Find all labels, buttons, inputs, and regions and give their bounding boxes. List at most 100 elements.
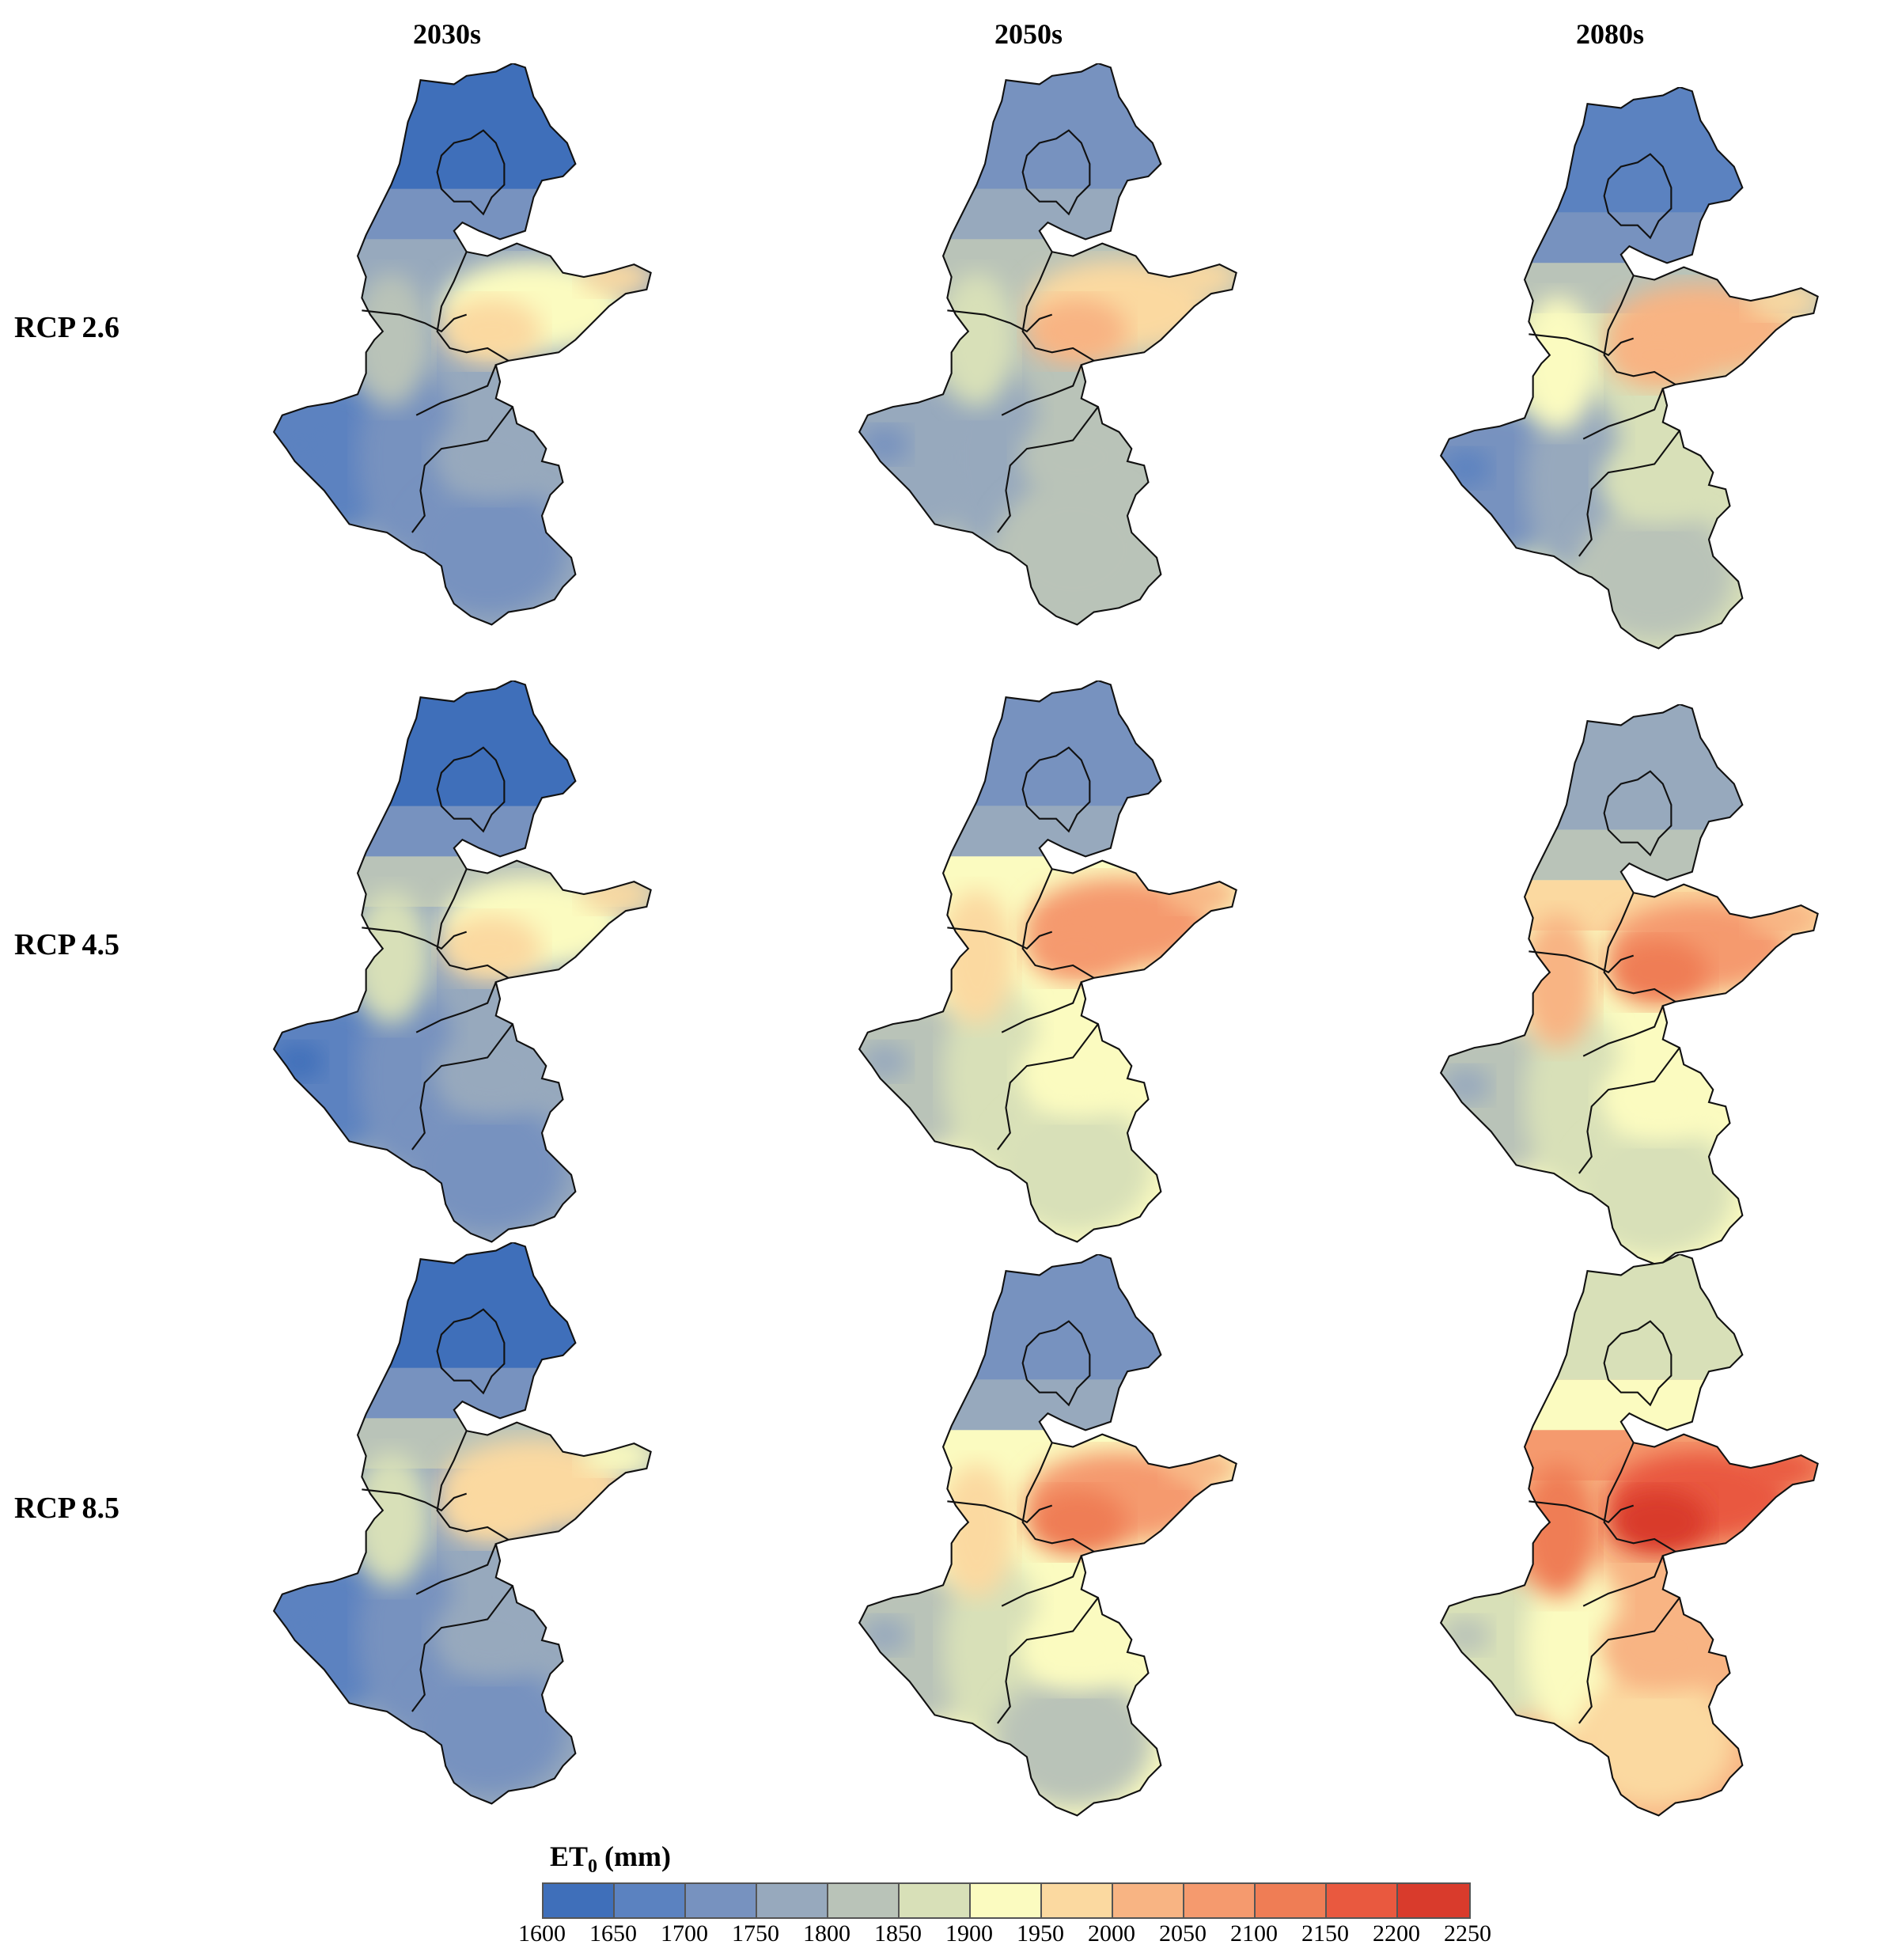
legend-title-main: ET	[550, 1841, 589, 1872]
province-boundary	[436, 1308, 506, 1395]
province-boundary	[436, 251, 510, 362]
province-boundary	[362, 1488, 468, 1512]
map-panel-rcp85-2080s	[1361, 1254, 1879, 1824]
et0-zone-north-mid	[1441, 1379, 1818, 1431]
et0-zone-south-mid	[1018, 1032, 1136, 1116]
et0-zone-south	[993, 1673, 1153, 1807]
et0-zone-sw-spot	[274, 426, 324, 464]
province-boundary	[1603, 275, 1676, 385]
column-header-2030s: 2030s	[412, 18, 481, 50]
province-boundary	[947, 309, 1053, 333]
province-boundary	[1021, 1320, 1091, 1407]
map-panel-rcp85-2050s	[779, 1254, 1333, 1824]
province-boundary	[1529, 950, 1635, 974]
et0-zone-peak	[1608, 321, 1709, 389]
legend-tick-label: 1900	[945, 1920, 993, 1947]
province-boundary	[1582, 388, 1664, 440]
et0-zone-north-mid	[859, 188, 1237, 240]
et0-zone-south-mid	[1600, 1056, 1718, 1140]
legend-swatch	[1042, 1884, 1113, 1917]
et0-zone-peak	[1026, 1488, 1127, 1556]
legend-tick-label: 2000	[1088, 1920, 1135, 1947]
et0-zone-peak	[1608, 1488, 1709, 1556]
legend-tick-label: 2150	[1301, 1920, 1349, 1947]
province-boundary	[411, 1023, 513, 1151]
et0-zone-north-mid	[274, 806, 651, 857]
et0-zone-south	[407, 482, 567, 616]
province-boundary	[362, 927, 468, 950]
map-panel-rcp26-2030s	[194, 63, 748, 633]
legend-tick-label: 1850	[874, 1920, 922, 1947]
et0-zone-sw-spot	[274, 1043, 324, 1081]
region-outline	[272, 681, 652, 1243]
et0-zone-north	[1441, 87, 1818, 213]
map-panel-rcp85-2030s	[194, 1242, 748, 1812]
column-header-2080s: 2080s	[1575, 18, 1644, 50]
province-boundary	[1021, 251, 1095, 362]
et0-zone-north	[1441, 1254, 1818, 1380]
province-boundary	[1021, 746, 1091, 833]
legend-title-unit: (mm)	[597, 1841, 671, 1872]
legend-tick-label: 1750	[732, 1920, 779, 1947]
province-boundary	[415, 364, 497, 416]
et0-zone-south	[1574, 1673, 1734, 1807]
province-boundary	[1021, 129, 1091, 216]
et0-zone-south-mid	[1600, 1606, 1718, 1690]
et0-zone-band-2	[353, 889, 430, 1025]
legend-swatch	[544, 1884, 615, 1917]
province-boundary	[1001, 1555, 1082, 1607]
province-boundary	[947, 1500, 1053, 1524]
legend-ticks: 1600 1650 1700 1750 1800 1850 1900 1950 2000 2050…	[518, 1920, 1539, 1952]
province-boundary	[1529, 1500, 1635, 1524]
legend-tick-label: 1950	[1017, 1920, 1064, 1947]
et0-zone-south-mid	[433, 415, 551, 499]
et0-zone-south	[407, 1661, 567, 1795]
map-svg	[858, 681, 1237, 1243]
et0-zone-north-mid	[1441, 829, 1818, 881]
legend-swatch	[1184, 1884, 1256, 1917]
et0-zone-south-mid	[1600, 438, 1718, 523]
legend-title: ET0 (mm)	[550, 1840, 671, 1878]
et0-zone-band-2	[1520, 296, 1597, 431]
province-boundary	[1582, 1555, 1664, 1607]
legend-tick-label: 1800	[803, 1920, 850, 1947]
et0-zone-north	[274, 63, 651, 189]
et0-zone-north	[859, 1254, 1237, 1380]
province-boundary	[1578, 430, 1680, 557]
et0-zone-south-mid	[433, 1032, 551, 1116]
province-boundary	[997, 1597, 1099, 1724]
row-header-rcp85: RCP 8.5	[14, 1492, 119, 1525]
et0-zone-sw-spot	[859, 1617, 910, 1655]
legend-swatch	[686, 1884, 757, 1917]
legend-tick-label: 1700	[661, 1920, 708, 1947]
province-boundary	[1529, 333, 1635, 357]
map-svg	[272, 1242, 652, 1805]
legend-tick-label: 2200	[1373, 1920, 1420, 1947]
province-boundary	[1603, 770, 1673, 857]
legend-tick-label: 1650	[589, 1920, 637, 1947]
legend-tick-label: 1600	[518, 1920, 566, 1947]
et0-zone-peak	[441, 1477, 542, 1545]
province-boundary	[362, 309, 468, 333]
province-boundary	[1582, 1005, 1664, 1057]
province-boundary	[415, 981, 497, 1033]
map-panel-rcp45-2080s	[1361, 704, 1879, 1274]
province-boundary	[436, 746, 506, 833]
et0-zone-north	[274, 1242, 651, 1368]
map-svg	[1439, 87, 1819, 650]
et0-zone-peak	[1026, 298, 1127, 366]
province-boundary	[1578, 1597, 1680, 1724]
province-boundary	[436, 868, 510, 979]
et0-zone-sw-spot	[859, 426, 910, 464]
et0-zone-band-2	[938, 889, 1015, 1025]
province-boundary	[1001, 364, 1082, 416]
et0-zone-band-2	[1520, 913, 1597, 1048]
region-outline	[272, 63, 652, 626]
map-svg	[858, 63, 1237, 626]
region-outline	[858, 681, 1237, 1243]
et0-zone-south-mid	[433, 1594, 551, 1678]
row-header-rcp26: RCP 2.6	[14, 311, 119, 344]
legend-swatch	[971, 1884, 1042, 1917]
et0-zone-band-2	[353, 272, 430, 408]
legend-tick-label: 2100	[1230, 1920, 1278, 1947]
